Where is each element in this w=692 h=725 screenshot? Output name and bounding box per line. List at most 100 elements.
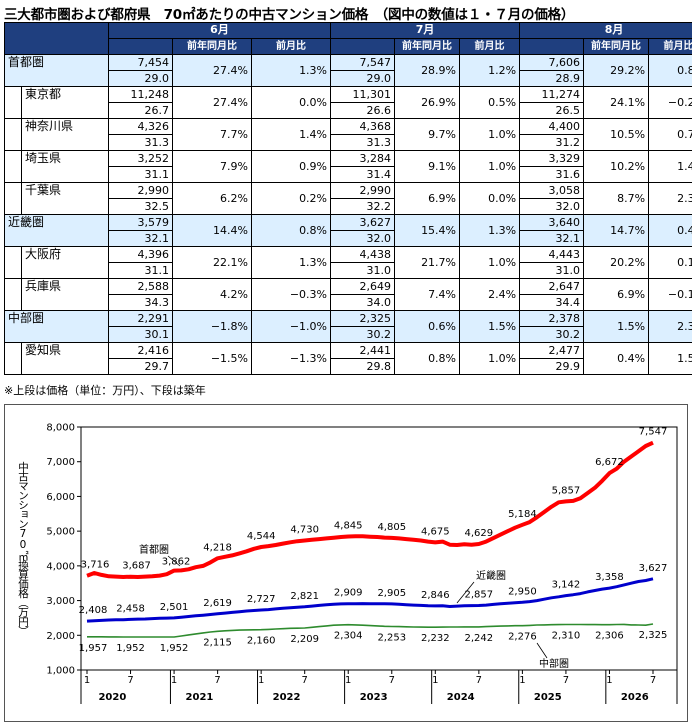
yoy-cell: 0.6% (394, 310, 461, 343)
yoy-cell: 8.7% (583, 182, 650, 215)
yoy-cell: 14.4% (172, 214, 252, 247)
age-cell: 34.0 (330, 294, 396, 311)
prefecture-name: 愛知県 (21, 342, 109, 375)
y-tick-label: 5,000 (46, 527, 75, 538)
price-cell: 11,301 (330, 86, 396, 103)
age-cell: 34.3 (108, 294, 173, 311)
mom-cell: 0.0% (250, 86, 332, 119)
data-label-shuto: 4,730 (290, 525, 319, 536)
table-row: 近畿圏 3,579 14.4% 0.8% 3,627 15.4% 1.3% 3,640 14.7… (4, 214, 692, 247)
price-cell: 4,443 (519, 246, 585, 263)
mom-cell: 2.4% (459, 278, 521, 311)
mom-cell: 1.2% (459, 54, 521, 87)
y-tick-label: 2,000 (46, 631, 75, 642)
region-name: 首都圏 (4, 54, 109, 87)
table-row: 埼玉県 3,252 7.9% 0.9% 3,284 9.1% 1.0% 3,329 10.2% 1… (4, 150, 692, 183)
mom-cell: 1.3% (250, 54, 332, 87)
age-cell: 32.0 (330, 230, 396, 247)
x-year-label: 2024 (447, 692, 475, 703)
table-row: 31.3 31.3 31.2 (5, 134, 692, 151)
table-row: 32.5 32.2 32.0 (5, 198, 692, 215)
age-cell: 31.6 (519, 166, 585, 183)
data-label-shuto: 4,675 (421, 526, 450, 537)
age-cell: 31.1 (108, 166, 173, 183)
yoy-cell: 27.4% (172, 86, 252, 119)
x-month-label: 1 (258, 675, 264, 686)
data-label-chubu: 2,232 (421, 633, 450, 644)
age-cell: 29.0 (330, 70, 396, 87)
price-cell: 2,325 (330, 310, 396, 327)
age-cell: 31.1 (108, 262, 173, 279)
series-label-kinki: 近畿圏 (476, 569, 506, 582)
mom-cell: 0.7% (648, 118, 692, 151)
price-cell: 4,326 (108, 118, 173, 135)
table-row: 30.1 30.2 30.2 (5, 326, 692, 343)
y-tick-label: 1,000 (46, 666, 75, 677)
price-cell: 11,248 (108, 86, 173, 103)
data-label-chubu: 2,253 (377, 633, 406, 644)
yoy-header: 前年同月比 (394, 38, 461, 55)
indent-cell (4, 246, 22, 279)
price-cell: 2,416 (108, 342, 173, 359)
indent-cell (4, 150, 22, 183)
age-cell: 30.1 (108, 326, 173, 343)
x-month-label: 7 (127, 675, 133, 686)
age-cell: 32.1 (519, 230, 585, 247)
price-line-chart: 1,000 2,000 3,000 4,000 5,000 6,000 7,000 8,000… (17, 423, 678, 704)
yoy-cell: 10.2% (583, 150, 650, 183)
yoy-cell: 6.9% (583, 278, 650, 311)
x-year-label: 2022 (273, 692, 301, 703)
x-month-label: 7 (563, 675, 569, 686)
data-label-shuto: 5,857 (552, 485, 581, 496)
price-cell: 3,058 (519, 182, 585, 199)
mom-cell: 1.3% (459, 214, 521, 247)
price-cell: 2,990 (330, 182, 396, 199)
yoy-cell: 28.9% (394, 54, 461, 87)
series-leader (456, 581, 475, 604)
data-label-kinki: 2,727 (247, 594, 276, 605)
yoy-cell: 0.4% (583, 342, 650, 375)
age-cell: 31.3 (108, 134, 173, 151)
yoy-cell: 6.9% (394, 182, 461, 215)
yoy-cell: 7.9% (172, 150, 252, 183)
price-cell: 2,441 (330, 342, 396, 359)
x-month-label: 7 (214, 675, 220, 686)
mom-cell: 0.5% (459, 86, 521, 119)
price-cell: 7,606 (519, 54, 585, 71)
mom-header: 前月比 (250, 38, 332, 55)
data-label-shuto: 4,218 (203, 542, 232, 553)
data-label-shuto: 4,629 (465, 528, 494, 539)
mom-cell: 0.1% (648, 246, 692, 279)
table-row: 千葉県 2,990 6.2% 0.2% 2,990 6.9% 0.0% 3,058 8.7% 2.… (4, 182, 692, 215)
price-cell: 11,274 (519, 86, 585, 103)
data-label-chubu: 2,160 (247, 636, 276, 647)
mom-cell: 1.0% (459, 118, 521, 151)
age-cell: 31.2 (519, 134, 585, 151)
series-leader (536, 642, 548, 659)
mom-cell: 0.4% (648, 214, 692, 247)
age-cell: 29.7 (108, 358, 173, 375)
data-label-kinki: 2,458 (116, 603, 145, 614)
yoy-cell: −1.8% (172, 310, 252, 343)
age-cell: 31.4 (330, 166, 396, 183)
price-cell: 3,640 (519, 214, 585, 231)
region-name: 中部圏 (4, 310, 109, 343)
indent-cell (4, 86, 22, 119)
price-cell: 2,291 (108, 310, 173, 327)
data-label-kinki: 2,846 (421, 590, 450, 601)
x-month-label: 1 (432, 675, 438, 686)
y-tick-label: 8,000 (46, 423, 75, 434)
data-label-chubu: 2,325 (639, 630, 668, 641)
mom-cell: 0.8% (648, 54, 692, 87)
data-label-chubu: 2,115 (203, 637, 232, 648)
mom-header: 前月比 (459, 38, 521, 55)
x-year-label: 2020 (98, 692, 126, 703)
age-cell: 29.9 (519, 358, 585, 375)
mom-cell: −1.3% (250, 342, 332, 375)
yoy-cell: 24.1% (583, 86, 650, 119)
mom-cell: 1.4% (250, 118, 332, 151)
price-cell: 3,329 (519, 150, 585, 167)
price-cell: 7,454 (108, 54, 173, 71)
mom-cell: 1.0% (459, 342, 521, 375)
price-subheader (108, 38, 173, 55)
